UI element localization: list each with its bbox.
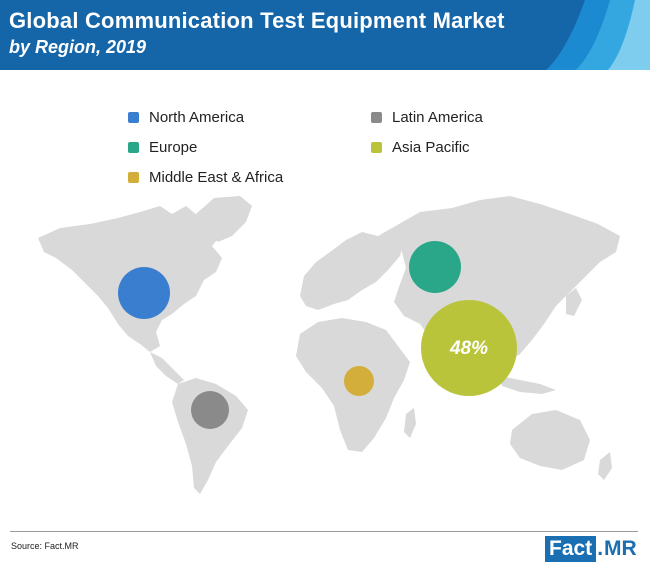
legend-item-europe: Europe xyxy=(128,139,197,156)
page-title: Global Communication Test Equipment Mark… xyxy=(9,8,505,33)
south-america-landmass xyxy=(172,378,248,494)
factmr-logo: Fact . MR xyxy=(545,536,637,562)
logo-suffix-text: MR xyxy=(604,537,637,560)
legend-swatch xyxy=(371,112,382,123)
legend-item-asia-pacific: Asia Pacific xyxy=(371,139,470,156)
legend-swatch xyxy=(128,142,139,153)
header-wave-decoration xyxy=(546,0,650,70)
japan-landmass xyxy=(566,288,582,316)
bubble-middle-east-africa xyxy=(344,366,374,396)
europe-landmass xyxy=(300,228,404,310)
logo-main-text: Fact xyxy=(545,536,597,562)
legend-label: Latin America xyxy=(392,109,483,126)
bubble-latin-america xyxy=(191,391,229,429)
bubble-north-america xyxy=(118,267,170,319)
source-note: Source: Fact.MR xyxy=(11,541,79,551)
greenland-landmass xyxy=(196,196,252,242)
new-zealand-landmass xyxy=(598,452,612,480)
world-map xyxy=(38,196,620,494)
header-banner: Global Communication Test Equipment Mark… xyxy=(0,0,650,70)
madagascar-landmass xyxy=(404,408,416,438)
asia-pacific-share-label: 48% xyxy=(449,338,489,359)
legend-item-north-america: North America xyxy=(128,109,244,126)
bubble-asia-pacific xyxy=(421,300,517,396)
central-america-landmass xyxy=(150,352,184,384)
page-subtitle: by Region, 2019 xyxy=(9,37,147,57)
indonesia-landmass xyxy=(500,376,556,394)
bubble-europe xyxy=(409,241,461,293)
legend-label: North America xyxy=(149,109,245,126)
logo-dot: . xyxy=(597,537,604,560)
legend-label: Europe xyxy=(149,139,198,156)
footer-divider xyxy=(10,531,638,532)
land-masses xyxy=(38,196,620,494)
legend-swatch xyxy=(371,142,382,153)
legend-swatch xyxy=(128,112,139,123)
australia-landmass xyxy=(510,410,590,470)
legend-item-latin-america: Latin America xyxy=(371,109,483,126)
legend-label: Asia Pacific xyxy=(392,139,470,156)
